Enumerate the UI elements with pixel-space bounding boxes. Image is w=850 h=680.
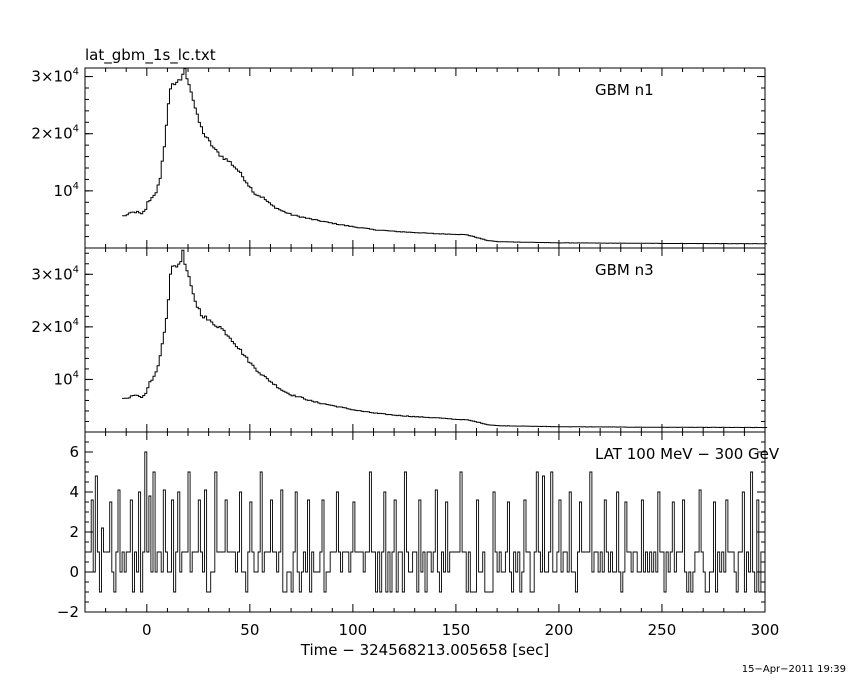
- y-tick-label: 3×104: [31, 67, 79, 86]
- y-tick-label: 4: [69, 483, 79, 501]
- x-tick-label: 300: [751, 621, 780, 639]
- panels: 104 2×104 3×104 GBM n1 104 2×104 3×104 GBM n3 −2…: [31, 67, 779, 639]
- y-tick-label: 2: [69, 523, 79, 541]
- x-axis-label: Time − 324568213.005658 [sec]: [300, 641, 550, 659]
- date-stamp: 15−Apr−2011 19:39: [742, 664, 846, 675]
- series-label: LAT 100 MeV − 300 GeV: [595, 445, 780, 463]
- y-tick-label: 3×104: [31, 264, 79, 283]
- x-tick-label: 150: [442, 621, 471, 639]
- y-tick-label: 0: [69, 563, 79, 581]
- y-tick-label: 2×104: [31, 124, 79, 143]
- lat-count-curve: [85, 451, 765, 593]
- panel-frame: [84, 67, 766, 249]
- y-tick-label: 6: [69, 443, 79, 461]
- x-tick-label: 100: [339, 621, 368, 639]
- y-tick-label: 2×104: [31, 317, 79, 336]
- light-curve: [122, 68, 768, 245]
- series-label: GBM n1: [595, 81, 654, 99]
- file-title: lat_gbm_1s_lc.txt: [85, 46, 216, 65]
- x-tick-label: 50: [240, 621, 259, 639]
- y-tick-label: −2: [57, 603, 79, 621]
- light-curve: [122, 249, 768, 429]
- y-tick-label: 104: [54, 369, 79, 388]
- x-tick-label: 250: [648, 621, 677, 639]
- x-tick-label: 200: [545, 621, 574, 639]
- panel-frame: [84, 247, 766, 433]
- x-tick-label: 0: [142, 621, 152, 639]
- series-label: GBM n3: [595, 261, 654, 279]
- y-tick-label: 104: [54, 181, 79, 200]
